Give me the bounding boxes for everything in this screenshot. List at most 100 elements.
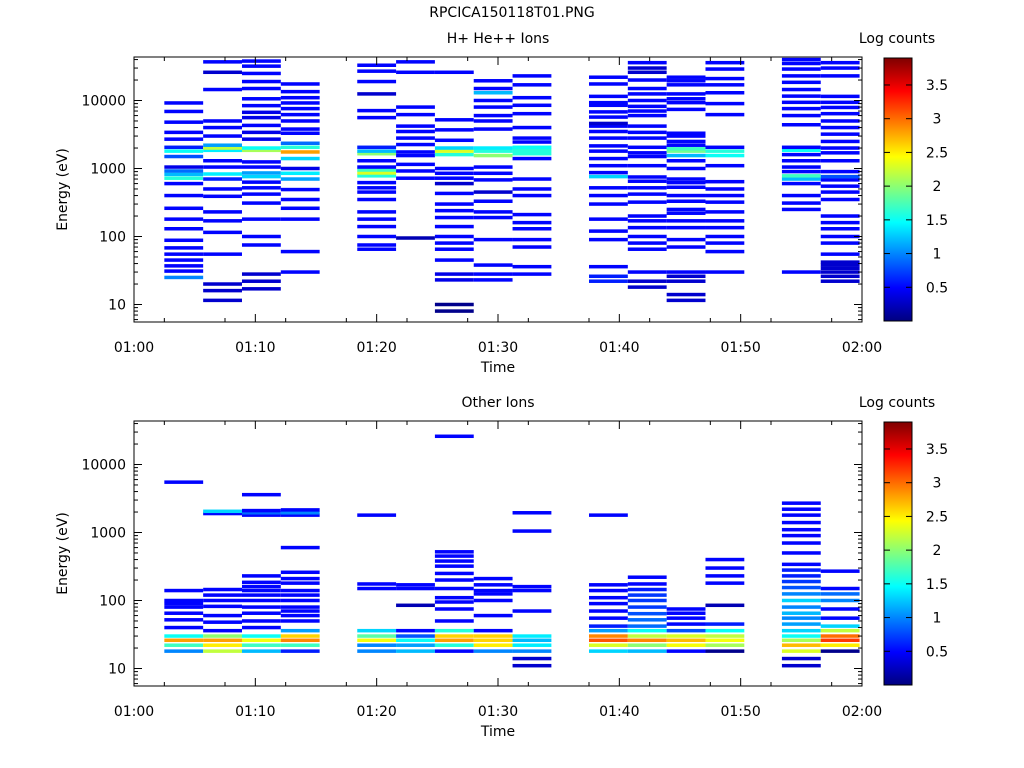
heatmap-cell: [820, 178, 860, 182]
heatmap-cell: [820, 616, 860, 620]
heatmap-cell: [705, 83, 745, 87]
heatmap-cell: [357, 247, 397, 251]
heatmap-cell: [203, 60, 242, 64]
x-tick-label: 01:20: [356, 340, 396, 356]
heatmap-cell: [627, 145, 667, 150]
heatmap-cell: [820, 74, 860, 78]
heatmap-cell: [589, 595, 628, 600]
heatmap-cell: [357, 165, 397, 169]
heatmap-cell: [164, 598, 204, 603]
heatmap-cell: [589, 121, 628, 126]
heatmap-cell: [781, 541, 821, 545]
heatmap-cell: [203, 511, 242, 516]
heatmap-cell: [820, 260, 860, 264]
heatmap-cell: [705, 219, 745, 223]
heatmap-cell: [241, 217, 281, 221]
heatmap-cell: [164, 618, 204, 622]
heatmap-cell: [589, 279, 628, 283]
heatmap-cell: [589, 634, 628, 638]
heatmap-cell: [666, 207, 706, 212]
heatmap-cell: [434, 138, 474, 143]
heatmap-cell: [396, 643, 435, 647]
heatmap-cell: [781, 165, 821, 169]
heatmap-cell: [241, 97, 281, 101]
heatmap-cell: [241, 584, 281, 589]
heatmap-cell: [781, 207, 821, 212]
heatmap-cell: [434, 272, 474, 276]
heatmap-cell: [666, 79, 706, 83]
heatmap-cell: [705, 91, 745, 95]
heatmap-cell: [164, 643, 204, 647]
heatmap-cell: [473, 91, 513, 95]
colorbar-tick-label: 3: [933, 476, 942, 492]
heatmap-cell: [627, 628, 667, 633]
heatmap-cell: [434, 434, 474, 439]
heatmap-cell: [589, 110, 628, 114]
heatmap-cell: [164, 206, 204, 211]
heatmap-cell: [164, 165, 204, 169]
heatmap-cell: [396, 634, 435, 638]
heatmap-cell: [473, 171, 513, 176]
heatmap-cell: [666, 185, 706, 189]
heatmap-cell: [627, 104, 667, 109]
colorbar-tick-label: 2: [933, 179, 942, 195]
heatmap-cell: [241, 148, 281, 153]
heatmap-cell: [164, 137, 204, 141]
y-tick-label: 10000: [81, 94, 126, 110]
heatmap-cell: [820, 241, 860, 245]
heatmap-cell: [203, 252, 242, 256]
heatmap-cell: [666, 83, 706, 87]
heatmap-cell: [781, 638, 821, 643]
heatmap-cell: [203, 649, 242, 653]
panel-1: H+ He++ Ions 10 100 1000 10000 Energy (eV) 01:…: [55, 31, 948, 376]
heatmap-cell: [473, 638, 513, 643]
heatmap-cell: [589, 115, 628, 119]
heatmap-cell: [705, 179, 745, 184]
heatmap-cells: [164, 57, 860, 313]
heatmap-cell: [203, 159, 242, 163]
heatmap-cell: [512, 529, 552, 533]
heatmap-cell: [781, 628, 821, 633]
colorbar-tick-label: 3.5: [926, 442, 948, 458]
heatmap-cell: [781, 106, 821, 111]
heatmap-cell: [627, 624, 667, 628]
heatmap-cell: [781, 513, 821, 517]
heatmap-cell: [627, 86, 667, 91]
heatmap-cell: [820, 598, 860, 603]
heatmap-cell: [589, 588, 628, 593]
heatmap-cell: [589, 513, 628, 517]
heatmap-cell: [820, 132, 860, 136]
heatmap-cell: [241, 59, 281, 63]
heatmap-cell: [241, 86, 281, 91]
heatmap-cell: [280, 217, 320, 221]
heatmap-cell: [781, 177, 821, 181]
heatmap-cell: [241, 171, 281, 175]
heatmap-cell: [164, 625, 204, 630]
heatmap-cell: [512, 264, 552, 269]
heatmap-cell: [512, 177, 552, 181]
heatmap-cell: [781, 568, 821, 572]
heatmap-cell: [589, 609, 628, 613]
heatmap-cell: [357, 174, 397, 178]
heatmap-cell: [781, 169, 821, 174]
heatmap-cell: [705, 574, 745, 578]
heatmap-cell: [164, 611, 204, 615]
heatmap-cell: [820, 94, 860, 99]
heatmap-cell: [589, 174, 628, 179]
heatmap-cell: [434, 152, 474, 157]
heatmap-cell: [512, 187, 552, 191]
heatmap-cell: [280, 609, 320, 613]
heatmap-cell: [781, 611, 821, 615]
heatmap-cell: [434, 649, 474, 653]
heatmap-cell: [705, 643, 745, 647]
heatmap-cell: [820, 169, 860, 174]
heatmap-cell: [280, 619, 320, 623]
heatmap-cell: [434, 559, 474, 563]
heatmap-cell: [241, 279, 281, 283]
heatmap-cell: [280, 634, 320, 638]
heatmap-cell: [396, 129, 435, 134]
heatmap-cell: [820, 624, 860, 628]
heatmap-cell: [627, 130, 667, 135]
heatmap-cell: [203, 172, 242, 176]
heatmap-cell: [164, 480, 204, 484]
